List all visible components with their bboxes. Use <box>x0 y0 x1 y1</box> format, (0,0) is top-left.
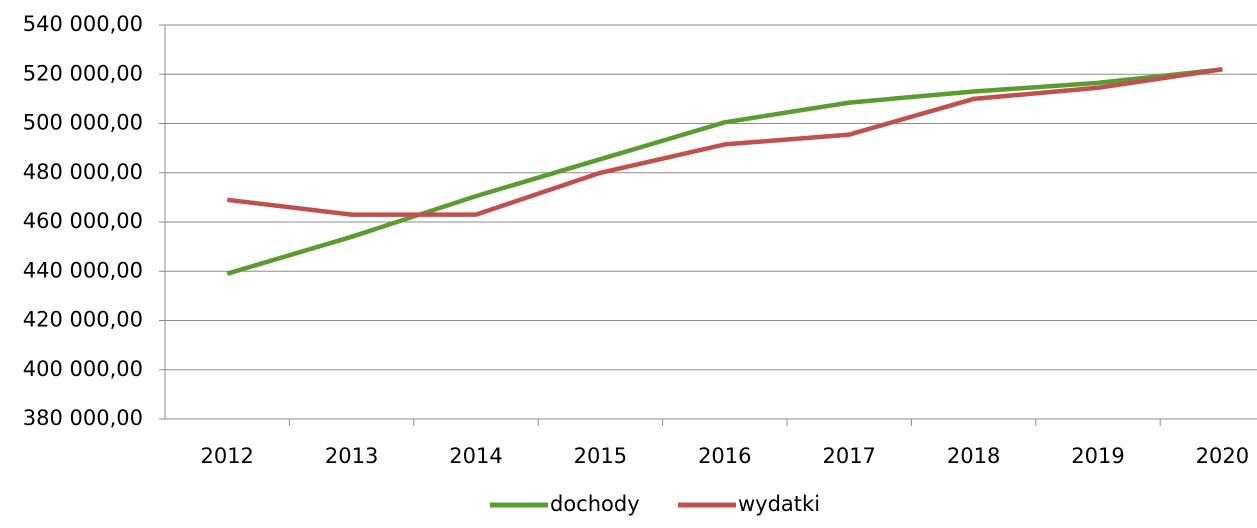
x-tick-label: 2018 <box>947 444 1000 468</box>
y-tick-label: 540 000,00 <box>23 12 143 36</box>
series-line <box>226 67 1223 217</box>
y-tick-label: 440 000,00 <box>23 258 143 282</box>
x-tick-label: 2014 <box>449 444 502 468</box>
legend-label: dochody <box>550 492 640 516</box>
x-tick-label: 2013 <box>325 444 378 468</box>
y-tick-label: 500 000,00 <box>23 111 143 135</box>
series-line <box>226 67 1223 276</box>
y-tick-label: 420 000,00 <box>23 308 143 332</box>
y-tick-label: 520 000,00 <box>23 61 143 85</box>
y-tick-label: 480 000,00 <box>23 160 143 184</box>
x-tick-label: 2015 <box>574 444 627 468</box>
y-tick-label: 400 000,00 <box>23 357 143 381</box>
y-tick-label: 460 000,00 <box>23 209 143 233</box>
x-tick-label: 2012 <box>200 444 253 468</box>
x-tick-label: 2019 <box>1071 444 1124 468</box>
x-tick-label: 2016 <box>698 444 751 468</box>
legend-label: wydatki <box>738 492 820 516</box>
x-tick-label: 2017 <box>822 444 875 468</box>
y-tick-label: 380 000,00 <box>23 406 143 430</box>
x-tick-label: 2020 <box>1196 444 1249 468</box>
